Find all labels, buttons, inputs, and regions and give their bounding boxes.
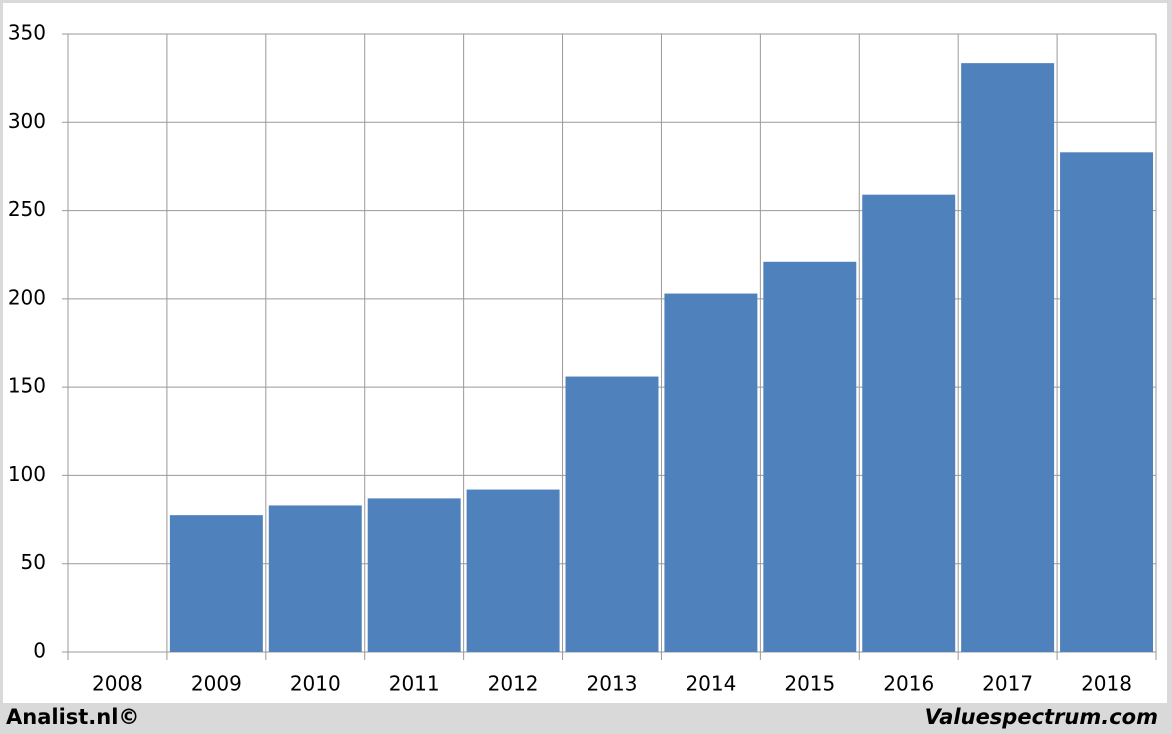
bar: [466, 489, 560, 652]
x-tick-label: 2013: [587, 672, 638, 696]
x-tick-label: 2016: [883, 672, 934, 696]
y-tick-label: 150: [8, 374, 46, 398]
bar: [1060, 152, 1154, 652]
y-tick-label: 0: [33, 639, 46, 663]
credit-left: Analist.nl©: [6, 705, 139, 729]
y-tick-label: 200: [8, 285, 46, 309]
x-tick-label: 2011: [389, 672, 440, 696]
x-tick-label: 2014: [685, 672, 736, 696]
bar: [961, 63, 1055, 653]
y-tick-label: 100: [8, 462, 46, 486]
y-tick-label: 50: [21, 550, 46, 574]
bar: [565, 376, 659, 652]
bar: [862, 194, 956, 652]
bar: [664, 293, 758, 652]
x-tick-label: 2008: [92, 672, 143, 696]
x-tick-label: 2012: [488, 672, 539, 696]
x-tick-label: 2009: [191, 672, 242, 696]
bar: [367, 498, 461, 652]
x-tick-label: 2017: [982, 672, 1033, 696]
y-tick-label: 350: [8, 21, 46, 45]
y-tick-label: 300: [8, 109, 46, 133]
x-tick-label: 2015: [784, 672, 835, 696]
x-tick-label: 2010: [290, 672, 341, 696]
x-tick-label: 2018: [1081, 672, 1132, 696]
bar: [169, 515, 263, 652]
y-tick-label: 250: [8, 197, 46, 221]
bar: [763, 261, 857, 652]
bar: [268, 505, 362, 652]
credit-right: Valuespectrum.com: [925, 705, 1158, 729]
